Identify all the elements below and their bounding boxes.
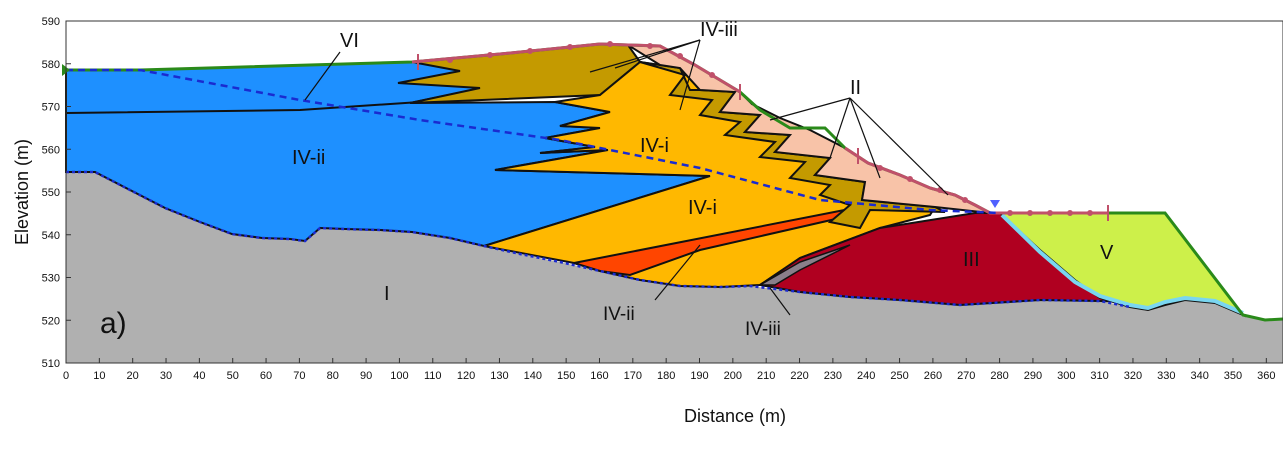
x-axis-title: Distance (m) [684, 406, 786, 426]
water-table-line [66, 68, 1001, 215]
label-I: I [384, 283, 390, 305]
layer-II-wedges [624, 43, 991, 214]
x-tick-label: 50 [227, 370, 239, 382]
y-tick-label: 530 [42, 273, 60, 285]
x-tick-label: 220 [790, 370, 808, 382]
x-tick-label: 320 [1124, 370, 1142, 382]
water-table-bedrock-line [66, 170, 1131, 309]
y-tick-label: 510 [42, 358, 60, 370]
x-tick-label: 310 [1090, 370, 1108, 382]
layer-gray-sliver [757, 244, 851, 286]
x-tick-label: 210 [757, 370, 775, 382]
x-tick-label: 100 [390, 370, 408, 382]
x-tick-label: 30 [160, 370, 172, 382]
layer-I-bedrock [66, 172, 1283, 363]
x-tick-label: 110 [424, 370, 442, 382]
x-tick-label: 340 [1190, 370, 1208, 382]
x-tick-label: 150 [557, 370, 575, 382]
x-tick-label: 240 [857, 370, 875, 382]
x-tick-label: 300 [1057, 370, 1075, 382]
label-IV-ii-lower: IV-ii [603, 304, 635, 325]
x-tick-label: 230 [824, 370, 842, 382]
x-tick-label: 60 [260, 370, 272, 382]
water-marker-icon [990, 200, 1000, 208]
label-IV-ii-main: IV-ii [292, 147, 325, 169]
x-tick-label: 130 [490, 370, 508, 382]
x-tick-label: 250 [890, 370, 908, 382]
y-tick-label: 580 [42, 59, 60, 71]
layer-IV-ii-internal-line [65, 101, 421, 114]
x-tick-label: 40 [193, 370, 205, 382]
y-tick-label: 550 [42, 187, 60, 199]
x-tick-label: 160 [590, 370, 608, 382]
label-VI: VI [340, 30, 359, 52]
y-tick-label: 520 [42, 315, 60, 327]
label-IV-iii-lower: IV-iii [745, 319, 781, 340]
label-III: III [963, 249, 980, 271]
y-tick-label: 540 [42, 230, 60, 242]
annotation-leaders [304, 39, 949, 316]
x-tick-label: 290 [1024, 370, 1042, 382]
y-tick-label: 560 [42, 144, 60, 156]
y-tick-label: 590 [42, 16, 60, 28]
x-tick-label: 0 [63, 370, 69, 382]
x-tick-label: 10 [93, 370, 105, 382]
slip-surface-markers [417, 41, 1109, 221]
y-tick-label: 570 [42, 102, 60, 114]
y-axis-title: Elevation (m) [12, 139, 32, 245]
x-tick-label: 350 [1224, 370, 1242, 382]
x-tick-label: 330 [1157, 370, 1175, 382]
x-tick-label: 20 [127, 370, 139, 382]
x-tick-label: 140 [524, 370, 542, 382]
y-axis-ticks: 510 520 530 540 550 560 570 580 590 [42, 16, 71, 370]
label-V: V [1100, 242, 1114, 264]
x-tick-label: 90 [360, 370, 372, 382]
x-tick-label: 190 [690, 370, 708, 382]
x-axis-ticks: 0 10 20 30 40 50 60 70 80 90 100 110 120 130 140 150 160… [63, 358, 1276, 382]
x-tick-label: 200 [724, 370, 742, 382]
x-tick-label: 360 [1257, 370, 1275, 382]
x-tick-label: 280 [990, 370, 1008, 382]
x-tick-label: 170 [624, 370, 642, 382]
label-IV-i-lower: IV-i [688, 197, 717, 219]
x-tick-label: 260 [924, 370, 942, 382]
x-tick-label: 70 [293, 370, 305, 382]
label-IV-i-upper: IV-i [640, 135, 669, 157]
label-II: II [850, 77, 861, 99]
x-tick-label: 80 [327, 370, 339, 382]
panel-label: a) [100, 307, 127, 340]
x-tick-label: 270 [957, 370, 975, 382]
label-IV-iii-upper: IV-iii [700, 19, 738, 41]
water-strip [1000, 213, 1244, 315]
x-tick-label: 120 [457, 370, 475, 382]
x-tick-label: 180 [657, 370, 675, 382]
